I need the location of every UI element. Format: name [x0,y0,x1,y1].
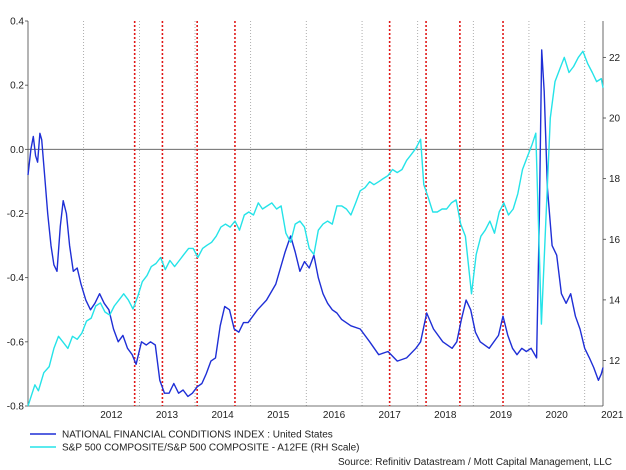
left-tick-label: -0.6 [7,337,25,348]
x-tick-label: 2019 [490,410,513,421]
right-tick-label: 16 [609,235,621,246]
left-tick-label: -0.8 [7,402,25,413]
x-tick-label: 2017 [379,410,402,421]
left-tick-label: 0.2 [10,81,24,92]
left-tick-label: 0.4 [10,17,24,28]
x-tick-label: 2014 [211,410,234,421]
legend-label-nfci: NATIONAL FINANCIAL CONDITIONS INDEX : Un… [62,430,333,441]
left-tick-label: 0.0 [10,145,24,156]
legend-label-spx: S&P 500 COMPOSITE/S&P 500 COMPOSITE - A1… [62,443,360,454]
tick-labels-layer: 2012 2013 2014 2015 2016 2017 2018 2019 2020 2021… [7,17,624,422]
nfci-series-line [27,49,604,398]
x-tick-label: 2020 [546,410,569,421]
right-tick-label: 12 [609,356,621,367]
left-tick-label: -0.4 [7,273,25,284]
right-tick-label: 18 [609,174,621,185]
series-layer [27,49,604,407]
x-tick-label: 2013 [156,410,179,421]
x-tick-label: 2015 [267,410,290,421]
legend: NATIONAL FINANCIAL CONDITIONS INDEX : Un… [30,430,360,454]
x-tick-label: 2016 [323,410,346,421]
spx-series-line [27,50,604,407]
x-tick-label: 2018 [434,410,457,421]
event-lines-layer [133,21,504,406]
right-tick-label: 20 [609,114,621,125]
right-tick-label: 22 [609,53,621,64]
left-tick-label: -0.2 [7,209,25,220]
x-tick-label: 2021 [601,410,624,421]
source-note: Source: Refinitiv Datastream / Mott Capi… [338,457,612,468]
right-tick-label: 14 [609,295,621,306]
x-tick-label: 2012 [100,410,123,421]
